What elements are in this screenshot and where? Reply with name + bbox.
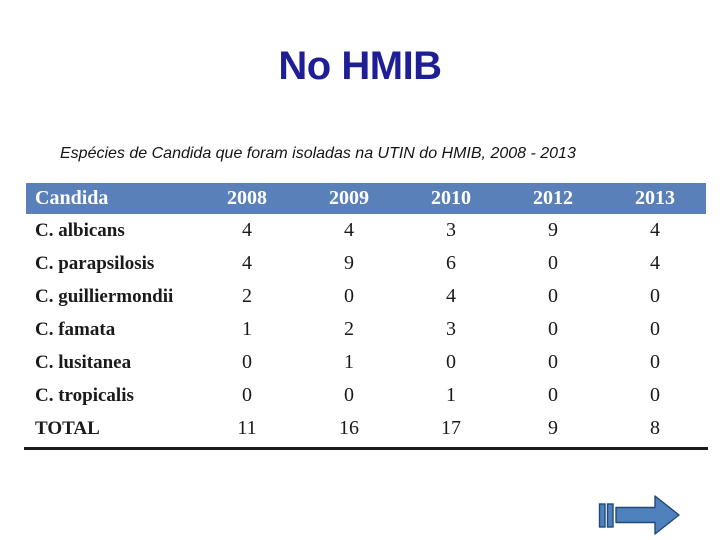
table-bottom-rule (24, 447, 708, 450)
column-header-2010: 2010 (400, 183, 502, 214)
value-cell: 4 (196, 247, 298, 280)
table-row-parapsilosis: C. parapsilosis 4 9 6 0 4 (26, 247, 706, 280)
column-header-2009: 2009 (298, 183, 400, 214)
value-cell: 4 (196, 214, 298, 247)
slide-title: No HMIB (278, 44, 442, 88)
value-cell: 0 (604, 313, 706, 346)
total-value-cell: 11 (196, 412, 298, 445)
total-value-cell: 17 (400, 412, 502, 445)
value-cell: 0 (502, 379, 604, 412)
column-header-candida: Candida (26, 183, 196, 214)
column-header-2008: 2008 (196, 183, 298, 214)
value-cell: 3 (400, 214, 502, 247)
table-row-total: TOTAL 11 16 17 9 8 (26, 412, 706, 445)
total-value-cell: 16 (298, 412, 400, 445)
value-cell: 0 (502, 346, 604, 379)
species-cell: C. parapsilosis (26, 247, 196, 280)
value-cell: 0 (604, 280, 706, 313)
value-cell: 4 (400, 280, 502, 313)
value-cell: 0 (298, 379, 400, 412)
value-cell: 1 (400, 379, 502, 412)
value-cell: 0 (196, 346, 298, 379)
species-cell: C. guilliermondii (26, 280, 196, 313)
value-cell: 2 (196, 280, 298, 313)
value-cell: 0 (604, 379, 706, 412)
total-value-cell: 9 (502, 412, 604, 445)
species-cell: C. tropicalis (26, 379, 196, 412)
column-header-2012: 2012 (502, 183, 604, 214)
value-cell: 6 (400, 247, 502, 280)
species-cell: C. famata (26, 313, 196, 346)
value-cell: 1 (196, 313, 298, 346)
value-cell: 0 (502, 280, 604, 313)
table-header-row: Candida 2008 2009 2010 2012 2013 (26, 183, 706, 214)
value-cell: 0 (400, 346, 502, 379)
value-cell: 9 (502, 214, 604, 247)
value-cell: 0 (502, 313, 604, 346)
value-cell: 0 (196, 379, 298, 412)
column-header-2013: 2013 (604, 183, 706, 214)
table-row-albicans: C. albicans 4 4 3 9 4 (26, 214, 706, 247)
species-cell: C. lusitanea (26, 346, 196, 379)
value-cell: 9 (298, 247, 400, 280)
value-cell: 4 (604, 214, 706, 247)
value-cell: 2 (298, 313, 400, 346)
value-cell: 4 (604, 247, 706, 280)
table-row-famata: C. famata 1 2 3 0 0 (26, 313, 706, 346)
table-row-lusitanea: C. lusitanea 0 1 0 0 0 (26, 346, 706, 379)
total-label-cell: TOTAL (26, 412, 196, 445)
value-cell: 0 (298, 280, 400, 313)
total-value-cell: 8 (604, 412, 706, 445)
striped-right-arrow-icon[interactable] (595, 493, 683, 537)
value-cell: 0 (604, 346, 706, 379)
species-cell: C. albicans (26, 214, 196, 247)
table-row-guilliermondii: C. guilliermondii 2 0 4 0 0 (26, 280, 706, 313)
value-cell: 0 (502, 247, 604, 280)
slide-subtitle: Espécies de Candida que foram isoladas n… (60, 145, 576, 162)
value-cell: 4 (298, 214, 400, 247)
table-row-tropicalis: C. tropicalis 0 0 1 0 0 (26, 379, 706, 412)
value-cell: 3 (400, 313, 502, 346)
value-cell: 1 (298, 346, 400, 379)
candida-table: Candida 2008 2009 2010 2012 2013 C. albi… (26, 183, 706, 445)
